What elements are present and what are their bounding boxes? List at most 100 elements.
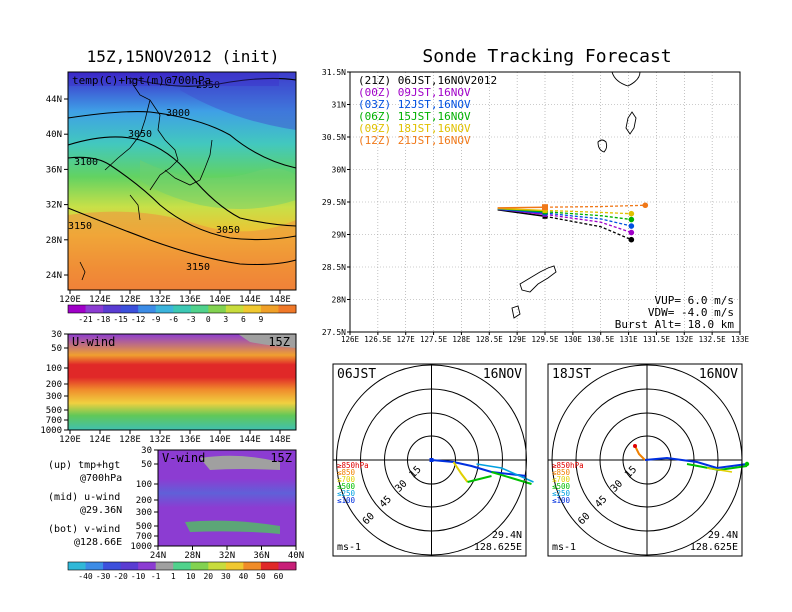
- wind-colorbar-swatch: [120, 562, 139, 570]
- polar-surface-marker: [633, 444, 637, 448]
- track-line-dashed: [544, 204, 646, 208]
- polar-level-label: ≤250: [552, 489, 571, 498]
- track-line-dashed: [544, 213, 632, 234]
- track-burst-point: [542, 207, 548, 213]
- map-label-box: [69, 73, 279, 86]
- wind-colorbar-swatch: [190, 562, 209, 570]
- map-y-tick-label: 28N: [46, 236, 62, 246]
- map-y-tick-label: 32N: [46, 201, 62, 211]
- legend-up-sub: @700hPa: [80, 473, 122, 484]
- wind-colorbar-label: 20: [203, 572, 213, 581]
- track-x-tick-label: 130.5E: [587, 335, 615, 344]
- height-contours: [67, 77, 297, 266]
- u-y-tick-label: 200: [46, 380, 62, 390]
- map-x-tick-label: 144E: [239, 295, 261, 305]
- u-y-tick-label: 100: [46, 364, 62, 374]
- contour-label: 3100: [74, 157, 98, 168]
- polar-level-label: ≤100: [337, 496, 356, 505]
- u-wind-gray-patch: [238, 334, 296, 348]
- polar-wind-trace: [644, 456, 748, 470]
- u-y-tick-label: 50: [51, 344, 62, 354]
- polar-lon: 128.625E: [690, 542, 738, 553]
- map-y-axis: 24N 28N 32N 36N 40N 44N: [46, 95, 68, 281]
- wind-colorbar-label: -1: [151, 572, 161, 581]
- colorbar-label: -18: [96, 315, 111, 324]
- map-x-tick-label: 140E: [209, 295, 231, 305]
- polar-end-marker: [744, 461, 750, 467]
- track-landing-point: [628, 216, 635, 223]
- map-cool-zone: [180, 72, 296, 130]
- map-x-tick-label: 124E: [89, 295, 111, 305]
- map-x-tick-label: 148E: [269, 295, 291, 305]
- wind-colorbar-label: 40: [239, 572, 249, 581]
- colorbar-label: -15: [113, 315, 128, 324]
- wind-colorbar-swatch: [208, 562, 227, 570]
- colorbar-label: 0: [206, 315, 211, 324]
- polar-wind-trace: [706, 467, 733, 473]
- v-y-tick-label: 50: [141, 460, 152, 470]
- track-landing-point: [642, 202, 649, 209]
- colorbar-swatch: [155, 305, 174, 313]
- v-x-tick-label: 28N: [184, 551, 200, 561]
- v-x-tick-label: 36N: [253, 551, 269, 561]
- track-y-tick-label: 28N: [332, 296, 347, 305]
- u-x-tick-label: 132E: [149, 435, 171, 445]
- map-y-tick-label: 24N: [46, 271, 62, 281]
- u-x-tick-label: 144E: [239, 435, 261, 445]
- wind-colorbar-swatch: [155, 562, 174, 570]
- map-y-tick-label: 36N: [46, 165, 62, 175]
- map-mid-zone: [140, 160, 296, 209]
- track-x-tick-label: 131.5E: [643, 335, 671, 344]
- track-y-tick-label: 29.5N: [322, 198, 346, 207]
- u-wind-label: U-wind: [72, 335, 115, 349]
- u-x-tick-label: 124E: [89, 435, 111, 445]
- launch-marker: [542, 204, 548, 211]
- track-x-tick-label: 133E: [731, 335, 750, 344]
- polar-time: 18JST: [552, 367, 591, 382]
- legend-up: (up) tmp+hgt: [48, 460, 120, 471]
- track-islands: [511, 71, 641, 319]
- colorbar-swatch: [173, 305, 192, 313]
- track-landing-point: [628, 229, 635, 236]
- panel-legend: (up) tmp+hgt @700hPa (mid) u-wind @29.36…: [48, 460, 122, 548]
- u-y-tick-label: 30: [51, 330, 62, 340]
- track-legend-entry: (09Z) 18JST,16NOV: [358, 122, 471, 135]
- colorbar-label: -21: [78, 315, 93, 324]
- polar-wind-trace: [476, 463, 534, 483]
- polar-lat: 29.4N: [492, 530, 522, 541]
- v-wind-gray-patch: [200, 455, 280, 470]
- colorbar-label: 3: [223, 315, 228, 324]
- map-frame: [67, 71, 297, 291]
- u-y-tick-label: 1000: [40, 426, 62, 436]
- polar-origin-marker: [429, 458, 434, 462]
- track-y-tick-label: 28.5N: [322, 263, 346, 272]
- param-vdw: VDW= -4.0 m/s: [648, 306, 734, 319]
- polar-wind-trace: [431, 459, 527, 477]
- colorbar-frame: [67, 304, 297, 314]
- wind-colorbar-swatch: [278, 562, 297, 570]
- wind-colorbar-swatch: [85, 562, 104, 570]
- polar-level-label: ≥850hPa: [337, 461, 369, 470]
- polar-level-label: ≤500: [337, 482, 356, 491]
- track-legend-entry: (03Z) 12JST,16NOV: [358, 98, 471, 111]
- track-y-tick-label: 31.5N: [322, 68, 346, 77]
- track-line: [497, 209, 546, 218]
- map-x-tick-label: 128E: [119, 295, 141, 305]
- track-landing-point: [628, 236, 635, 243]
- legend-bot: (bot) v-wind: [48, 524, 120, 535]
- track-x-tick-label: 127E: [397, 335, 416, 344]
- u-wind-frame: [67, 333, 297, 431]
- contour-label: 3150: [186, 262, 210, 273]
- legend-bot-sub: @128.66E: [74, 537, 122, 548]
- u-x-tick-label: 140E: [209, 435, 231, 445]
- track-y-tick-label: 29N: [332, 231, 347, 240]
- wind-colorbar-label: 60: [274, 572, 284, 581]
- colorbar-swatch: [243, 305, 262, 313]
- contour-label: 2950: [196, 80, 220, 91]
- track-y-tick-label: 30N: [332, 166, 347, 175]
- polar-wind-trace: [452, 461, 469, 483]
